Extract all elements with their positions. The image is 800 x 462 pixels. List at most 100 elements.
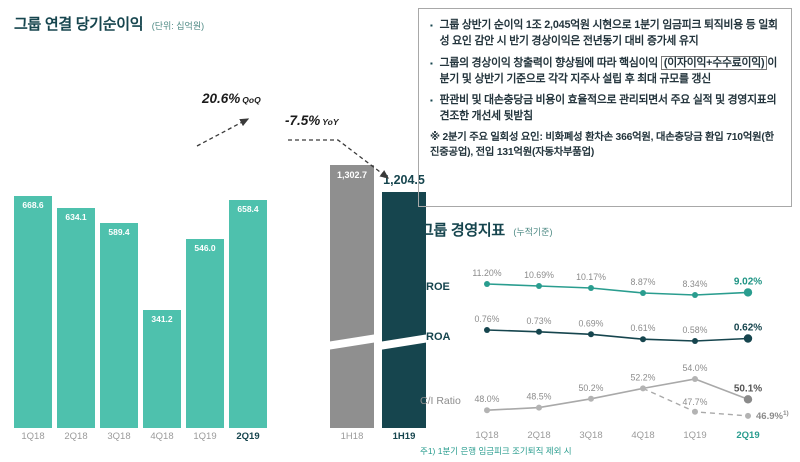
commentary-note: ※ 2분기 주요 일회성 요인: 비화폐성 환차손 366억원, 대손충당금 환… — [430, 131, 780, 161]
value-label: 10.69% — [524, 270, 554, 280]
value-label: 8.34% — [683, 279, 708, 289]
bar-value-label: 546.0 — [194, 243, 216, 253]
value-label: 54.0% — [683, 363, 708, 373]
value-label: 50.2% — [579, 383, 604, 393]
roe-series-label: ROE — [426, 281, 450, 293]
data-point — [692, 338, 698, 344]
value-label: 47.7% — [683, 397, 708, 407]
x-label-2Q18: 2Q18 — [527, 430, 551, 441]
data-point — [536, 328, 542, 335]
bullet2-boxed-term: (이자이익+수수료이익) — [660, 55, 768, 70]
bullet-text: 그룹 상반기 순이익 1조 2,045억원 시현으로 1분기 임금피크 퇴직비용… — [439, 19, 778, 47]
value-label: 0.69% — [579, 318, 604, 328]
bar-1Q18: 668.6 — [14, 196, 52, 428]
value-label: 46.9%1) — [756, 410, 789, 422]
bar-3Q18: 589.4 — [100, 223, 138, 428]
series-line — [486, 283, 749, 296]
bar-1H19 — [377, 192, 431, 428]
data-point — [743, 395, 753, 404]
value-label: 48.0% — [475, 394, 500, 404]
data-point — [692, 376, 698, 382]
data-point — [484, 327, 490, 333]
right-chart-unit: (누적기준) — [513, 227, 553, 237]
x-label-1H19: 1H19 — [392, 431, 416, 442]
commentary-list: ▪ 그룹 상반기 순이익 1조 2,045억원 시현으로 1분기 임금피크 퇴직… — [430, 18, 780, 161]
value-label: 52.2% — [631, 372, 656, 382]
data-point — [484, 281, 490, 287]
ci-ratio-series-label: C/I Ratio — [420, 395, 461, 407]
x-label-4Q18: 4Q18 — [150, 431, 174, 442]
x-label-3Q18: 3Q18 — [107, 431, 131, 442]
right-chart-title: 그룹 경영지표 — [420, 222, 505, 239]
value-label: 0.61% — [631, 323, 656, 333]
x-label-1Q19: 1Q19 — [683, 430, 707, 441]
left-chart-title: 그룹 연결 당기순이익 — [14, 16, 144, 33]
commentary-box: ▪ 그룹 상반기 순이익 1조 2,045억원 시현으로 1분기 임금피크 퇴직… — [418, 8, 792, 207]
commentary-bullet-3: ▪ 판관비 및 대손충당금 비용이 효율적으로 관리되면서 주요 실적 및 경영… — [430, 93, 780, 125]
x-label-2Q19: 2Q19 — [736, 430, 760, 441]
data-point — [588, 395, 594, 402]
bar-1H18: 1,302.7 — [325, 165, 379, 428]
qoq-suffix: QoQ — [242, 95, 261, 105]
left-chart-unit: (단위: 십억원) — [151, 21, 205, 31]
data-point — [640, 385, 646, 392]
bullet-square-icon: ▪ — [430, 21, 433, 30]
value-label: 8.87% — [631, 277, 656, 287]
value-label: 0.62% — [734, 323, 762, 334]
value-label: 48.5% — [527, 392, 552, 402]
series-line — [486, 329, 749, 342]
bar-1Q19: 546.0 — [186, 239, 224, 428]
x-label-2Q19: 2Q19 — [236, 431, 260, 442]
footnote: 주1) 1분기 은행 임금피크 조기퇴직 제외 시 — [420, 446, 572, 456]
x-label-4Q18: 4Q18 — [631, 430, 655, 441]
bullet-text: 판관비 및 대손충당금 비용이 효율적으로 관리되면서 주요 실적 및 경영지표… — [439, 94, 777, 123]
series-line — [486, 378, 749, 411]
roa-series-label: ROA — [426, 331, 451, 343]
value-label: 50.1% — [734, 383, 762, 394]
x-label-1H18: 1H18 — [340, 431, 364, 442]
x-label-1Q18: 1Q18 — [475, 430, 499, 441]
data-point — [588, 331, 594, 338]
data-point — [640, 290, 646, 296]
bar-value-label: 658.4 — [237, 204, 259, 214]
value-label: 0.73% — [527, 316, 552, 326]
bullet-square-icon: ▪ — [430, 58, 433, 68]
value-label: 11.20% — [472, 268, 501, 278]
yoy-value: -7.5% — [285, 113, 321, 128]
bar-value-label: 1,302.7 — [336, 170, 368, 180]
data-point — [588, 285, 594, 291]
bar-value-label: 634.1 — [65, 212, 87, 222]
data-point — [743, 288, 753, 297]
bar-value-label: 341.2 — [151, 314, 173, 324]
axis-break — [325, 333, 379, 351]
right-chart-header: 그룹 경영지표 (누적기준) — [420, 219, 552, 240]
qoq-annotation: 20.6% QoQ — [202, 91, 261, 106]
data-point — [692, 292, 698, 298]
x-label-2Q18: 2Q18 — [64, 431, 88, 442]
bar-4Q18: 341.2 — [143, 310, 181, 428]
note-text: ※ 2분기 주요 일회성 요인: 비화폐성 환차손 366억원, 대손충당금 환… — [430, 132, 774, 159]
bar-2Q19: 658.4 — [229, 200, 267, 428]
commentary-bullet-1: ▪ 그룹 상반기 순이익 1조 2,045억원 시현으로 1분기 임금피크 퇴직… — [430, 18, 780, 50]
data-point — [536, 283, 542, 289]
commentary-bullet-2: ▪ 그룹의 경상이익 창출력이 향상됨에 따라 핵심이익 (이자이익+수수료이익… — [430, 55, 780, 88]
bullet2-pre: 그룹의 경상이익 창출력이 향상됨에 따라 핵심이익 — [439, 56, 661, 69]
data-point — [743, 334, 753, 343]
yoy-annotation: -7.5% YoY — [285, 113, 339, 128]
value-label: 0.76% — [475, 314, 500, 324]
left-chart-header: 그룹 연결 당기순이익 (단위: 십억원) — [14, 13, 204, 34]
bullet-square-icon: ▪ — [430, 96, 433, 106]
bar-value-label: 589.4 — [108, 227, 130, 237]
x-label-1Q19: 1Q19 — [193, 431, 217, 442]
x-label-1Q18: 1Q18 — [21, 431, 45, 442]
data-point — [484, 407, 490, 414]
bullet2-post: 이 분기 및 상반기 기준으로 각각 지주사 설립 후 최대 규모를 갱신 — [439, 56, 778, 85]
qoq-value: 20.6% — [202, 91, 241, 106]
data-point — [745, 412, 751, 419]
data-point — [640, 336, 646, 343]
bar-value-label: 668.6 — [22, 200, 44, 210]
bar-value-label: 1,204.5 — [383, 173, 425, 187]
yoy-suffix: YoY — [322, 117, 339, 127]
